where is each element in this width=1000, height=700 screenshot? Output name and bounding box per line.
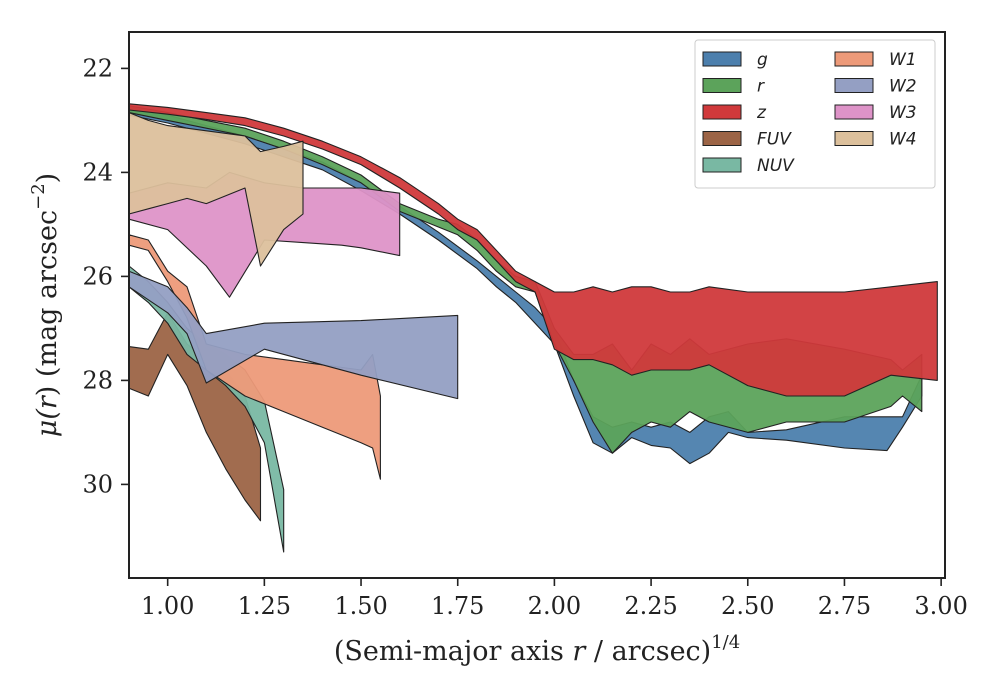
x-axis-label-unit: / arcsec) [585, 636, 711, 667]
x-axis-label: (Semi-major axis r / arcsec)1/4 [334, 632, 740, 667]
legend-label-fuv: FUV [757, 130, 792, 150]
legend-swatch-w1 [834, 51, 874, 67]
y-axis-label-var: r [32, 394, 63, 409]
legend-swatch-w3 [834, 104, 874, 120]
series-layer [128, 103, 938, 553]
ticks-layer: 1.00 1.25 1.50 1.75 2.00 2.25 2.50 2.75 3.00 22 24… [82, 54, 967, 620]
legend-swatch-g [702, 51, 742, 67]
legend-label-w2: W2 [889, 77, 917, 97]
series-band-w4 [128, 112, 304, 267]
legend-label-w3: W3 [889, 103, 917, 123]
y-axis-label-main: μ( [32, 408, 63, 438]
y-axis-label-close: ) [32, 173, 63, 184]
legend-swatch-r [702, 78, 742, 93]
legend-swatch-w4 [834, 131, 874, 146]
y-axis-label: μ(r) (mag arcsec−2) [28, 173, 63, 437]
legend-label-w1: W1 [889, 50, 917, 70]
legend-label-z: z [756, 103, 767, 123]
legend-swatch-nuv [702, 157, 742, 173]
x-tick-label: 1.25 [238, 592, 291, 620]
x-axis-label-sup: 1/4 [711, 632, 740, 653]
x-tick-label: 1.75 [431, 592, 484, 620]
legend: grz FUV NUV W1 W2 W3 W4 [694, 39, 936, 189]
x-tick-label: 2.25 [624, 592, 677, 620]
legend-label-r: r [757, 77, 765, 97]
plot-frame [128, 31, 946, 579]
x-tick-label: 1.00 [141, 592, 194, 620]
y-axis-label-unit: ) (mag arcsec [32, 210, 63, 396]
x-tick-label: 1.50 [334, 592, 387, 620]
x-axis-label-var: r [572, 636, 587, 667]
y-axis-label-sup: −2 [28, 183, 49, 210]
y-tick-label: 26 [82, 262, 113, 290]
x-axis-label-main: (Semi-major axis [334, 636, 573, 667]
y-tick-label: 28 [82, 366, 113, 394]
legend-label-nuv: NUV [757, 156, 795, 176]
y-tick-label: 24 [82, 158, 113, 186]
x-tick-label: 2.50 [721, 592, 774, 620]
legend-swatch-z [702, 104, 742, 120]
y-tick-label: 22 [82, 54, 113, 82]
y-tick-label: 30 [82, 470, 113, 498]
legend-label-w4: W4 [889, 130, 917, 150]
legend-swatch-fuv [702, 131, 742, 146]
series-band-z [128, 103, 938, 397]
legend-swatch-w2 [834, 78, 874, 93]
x-tick-label: 3.00 [914, 592, 967, 620]
legend-label-g: g [757, 50, 768, 70]
x-tick-label: 2.00 [528, 592, 581, 620]
legend-box [694, 39, 936, 189]
x-tick-label: 2.75 [818, 592, 871, 620]
series-band-w2 [128, 270, 459, 400]
